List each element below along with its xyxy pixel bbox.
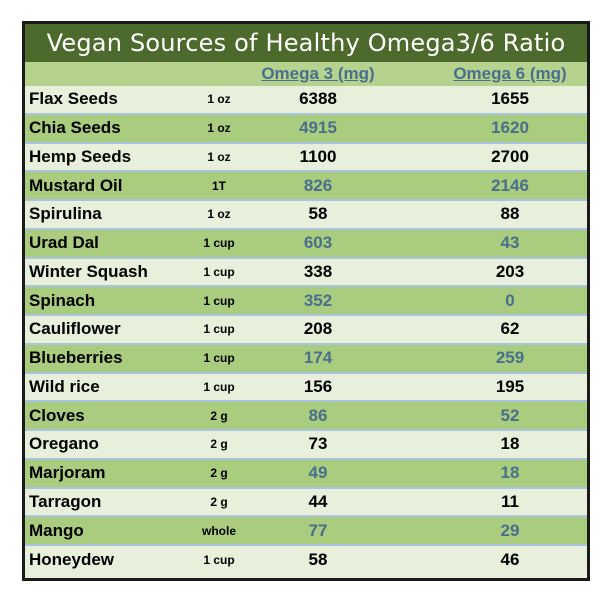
table-row: Marjoram 2 g 49 18 [25, 459, 587, 489]
food-name: Tarragon [29, 491, 102, 511]
omega3-value: 6388 [299, 89, 337, 109]
serving-unit: 1 oz [207, 121, 231, 136]
omega3-value: 44 [308, 491, 328, 511]
table-row: Tarragon 2 g 44 11 [25, 488, 587, 518]
omega3-value: 603 [303, 233, 333, 253]
omega6-value: 2146 [491, 175, 529, 195]
omega3-value: 338 [303, 261, 333, 281]
food-name: Chia Seeds [29, 118, 121, 138]
serving-unit: 1 oz [207, 149, 231, 164]
table-row: Winter Squash 1 cup 338 203 [25, 258, 587, 288]
header-omega6: Omega 6 (mg) [453, 64, 567, 83]
serving-unit: 1 cup [203, 236, 235, 251]
food-name: Mustard Oil [29, 175, 123, 195]
food-name: Oregano [29, 434, 99, 454]
omega3-value: 4915 [299, 118, 337, 138]
table-row: Oregano 2 g 73 18 [25, 431, 587, 460]
serving-unit: whole [201, 523, 236, 538]
omega6-value: 46 [500, 550, 520, 570]
table-row: Mustard Oil 1T 826 2146 [25, 172, 587, 201]
serving-unit: 1 cup [203, 322, 235, 337]
serving-unit: 1 cup [203, 264, 235, 279]
table-row: Wild rice 1 cup 156 195 [25, 373, 587, 403]
table-row: Blueberries 1 cup 174 259 [25, 344, 587, 374]
omega6-value: 11 [501, 491, 519, 511]
food-name: Hemp Seeds [29, 146, 132, 166]
food-name: Blueberries [29, 348, 123, 368]
omega3-value: 1100 [299, 146, 337, 166]
omega6-value: 62 [500, 319, 520, 339]
serving-unit: 2 g [210, 408, 228, 423]
food-name: Flax Seeds [29, 89, 118, 109]
omega3-value: 826 [303, 175, 333, 195]
food-name: Honeydew [29, 550, 115, 570]
omega3-value: 352 [303, 290, 333, 310]
food-name: Cloves [29, 405, 85, 425]
omega6-value: 18 [500, 434, 520, 454]
serving-unit: 1 cup [203, 553, 235, 568]
omega6-value: 18 [500, 463, 520, 483]
table-row: Cloves 2 g 86 52 [25, 402, 587, 431]
omega3-value: 58 [308, 550, 328, 570]
serving-unit: 1 cup [203, 293, 235, 308]
table-header: Omega 3 (mg) Omega 6 (mg) [25, 62, 587, 86]
omega3-value: 58 [308, 204, 328, 224]
serving-unit: 1 oz [207, 207, 231, 222]
omega6-value: 29 [500, 520, 520, 540]
serving-unit: 2 g [210, 466, 228, 481]
serving-unit: 1 cup [203, 379, 235, 394]
food-name: Marjoram [29, 463, 106, 483]
table-row: Spinach 1 cup 352 0 [25, 287, 587, 316]
omega3-value: 208 [303, 319, 333, 339]
table-frame: Vegan Sources of Healthy Omega3/6 Ratio … [22, 21, 590, 581]
serving-unit: 2 g [210, 494, 228, 509]
table-row: Flax Seeds 1 oz 6388 1655 [25, 86, 587, 115]
omega6-value: 52 [500, 405, 520, 425]
food-name: Winter Squash [29, 261, 148, 281]
omega6-value: 43 [500, 233, 520, 253]
omega6-value: 2700 [491, 146, 529, 166]
omega3-value: 49 [308, 463, 328, 483]
table-row: Chia Seeds 1 oz 4915 1620 [25, 114, 587, 144]
omega6-value: 88 [500, 204, 520, 224]
food-name: Wild rice [29, 376, 100, 396]
serving-unit: 2 g [210, 437, 228, 452]
table-row: Urad Dal 1 cup 603 43 [25, 229, 587, 259]
omega6-value: 203 [495, 261, 525, 281]
omega6-value: 0 [505, 290, 515, 310]
table-row: Cauliflower 1 cup 208 62 [25, 316, 587, 345]
food-name: Spinach [29, 290, 96, 310]
food-name: Spirulina [29, 204, 102, 224]
omega6-value: 259 [495, 348, 525, 368]
omega3-value: 73 [308, 434, 328, 454]
omega6-value: 1655 [491, 89, 529, 109]
food-name: Urad Dal [29, 233, 99, 253]
table-row: Hemp Seeds 1 oz 1100 2700 [25, 143, 587, 173]
serving-unit: 1 cup [203, 351, 235, 366]
omega3-value: 86 [308, 405, 328, 425]
table-row: Spirulina 1 oz 58 88 [25, 201, 587, 230]
table-row: Mango whole 77 29 [25, 517, 587, 546]
table-body: Flax Seeds 1 oz 6388 1655 Chia Seeds 1 oz 4915… [25, 86, 587, 575]
serving-unit: 1 oz [207, 92, 231, 107]
omega3-value: 77 [308, 520, 328, 540]
serving-unit: 1T [211, 178, 226, 193]
omega6-value: 1620 [491, 118, 529, 138]
table-title: Vegan Sources of Healthy Omega3/6 Ratio [25, 24, 587, 62]
food-name: Cauliflower [29, 319, 121, 339]
table-row: Honeydew 1 cup 58 46 [25, 546, 587, 575]
omega3-value: 174 [303, 348, 333, 368]
header-omega3: Omega 3 (mg) [261, 64, 375, 83]
omega3-value: 156 [303, 376, 333, 396]
omega6-value: 195 [495, 376, 525, 396]
food-name: Mango [29, 520, 84, 540]
